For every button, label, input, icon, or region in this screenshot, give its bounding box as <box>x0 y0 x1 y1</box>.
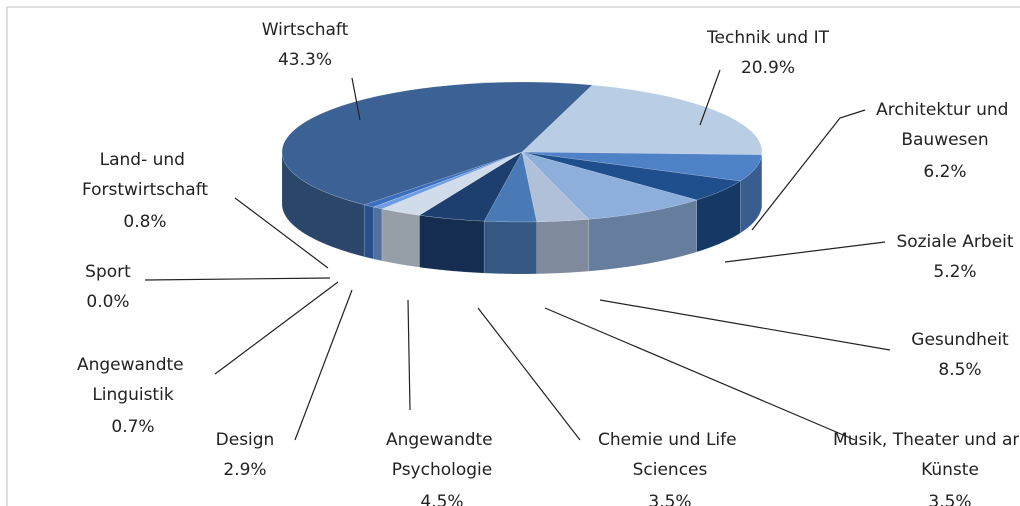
slice-label: Soziale Arbeit <box>896 232 1013 252</box>
chart-border <box>6 6 1020 506</box>
label-line: Künste <box>921 460 979 480</box>
leader-line <box>144 277 331 281</box>
pie-slice <box>281 81 593 205</box>
slice-label: Design <box>216 430 275 450</box>
slice-label: Wirtschaft <box>262 20 349 40</box>
pie-slice-side <box>483 220 537 275</box>
pie-slice-side <box>363 204 374 260</box>
label-line: Psychologie <box>392 460 493 480</box>
leader-line <box>407 299 411 411</box>
label-line: Architektur und <box>876 100 1014 120</box>
label-line: Musik, Theater und andere <box>833 430 1020 450</box>
pie-slice <box>372 151 523 210</box>
label-line: Angewandte <box>77 355 189 375</box>
pie-slice-side <box>536 218 589 275</box>
label-line: Soziale Arbeit <box>896 232 1013 252</box>
label-line: Wirtschaft <box>262 20 349 40</box>
value-label: 3.5% <box>928 492 971 506</box>
pie-slice <box>521 151 763 182</box>
slice-label: Technik und IT <box>706 28 830 48</box>
slice-label: Angewandte Psychologie <box>386 430 498 480</box>
label-line: Linguistik <box>92 385 174 405</box>
pie-slice <box>483 151 538 223</box>
value-label: 4.5% <box>420 492 463 506</box>
pie-slice <box>521 151 741 201</box>
value-label: 0.8% <box>123 212 166 232</box>
pie-slice-side <box>373 206 383 262</box>
label-line: Sciences <box>633 460 708 480</box>
value-label: 5.2% <box>933 262 976 282</box>
value-label: 3.5% <box>648 492 691 506</box>
pie-slice <box>521 151 590 223</box>
slice-label: Land- und Forstwirtschaft <box>82 150 208 200</box>
value-label: 6.2% <box>923 162 966 182</box>
pie-slice <box>363 151 523 208</box>
label-line: Bauwesen <box>901 130 988 150</box>
leader-line <box>599 299 891 351</box>
leader-line <box>234 197 329 269</box>
leader-line <box>477 307 581 441</box>
value-label: 20.9% <box>741 58 795 78</box>
label-line: Technik und IT <box>706 28 830 48</box>
label-line: Design <box>216 430 275 450</box>
slice-label: Musik, Theater und andere Künste <box>833 430 1020 480</box>
slice-label: Angewandte Linguistik <box>77 355 189 405</box>
value-label: 43.3% <box>278 50 332 70</box>
pie-slice <box>381 151 523 216</box>
label-line: Land- und <box>100 150 191 170</box>
slice-label: Gesundheit <box>911 330 1009 350</box>
value-label: 2.9% <box>223 460 266 480</box>
leader-line <box>294 289 353 441</box>
pie-slice-side <box>381 208 420 268</box>
leader-line <box>544 307 856 441</box>
value-label: 0.7% <box>111 417 154 437</box>
pie-slice-side <box>419 215 485 274</box>
leader-line <box>699 69 721 126</box>
leader-line <box>351 77 361 121</box>
pie-slice <box>418 151 523 222</box>
label-line: Sport <box>85 262 131 282</box>
label-line: Forstwirtschaft <box>82 180 208 200</box>
value-label: 0.0% <box>86 292 129 312</box>
label-line: Chemie und Life <box>598 430 742 450</box>
leader-line <box>751 109 866 231</box>
value-label: 8.5% <box>938 360 981 380</box>
plot-area: Technik und IT 20.9% Architektur und Bauwe… <box>77 20 1020 506</box>
slice-label: Sport <box>85 262 131 282</box>
label-line: Angewandte <box>386 430 498 450</box>
leader-line <box>724 241 886 263</box>
pie-slice <box>521 151 698 220</box>
label-line: Gesundheit <box>911 330 1009 350</box>
pie-slice <box>521 84 763 155</box>
slice-label: Architektur und Bauwesen <box>876 100 1014 150</box>
slice-label: Chemie und Life Sciences <box>598 430 742 480</box>
leader-line <box>214 281 339 375</box>
